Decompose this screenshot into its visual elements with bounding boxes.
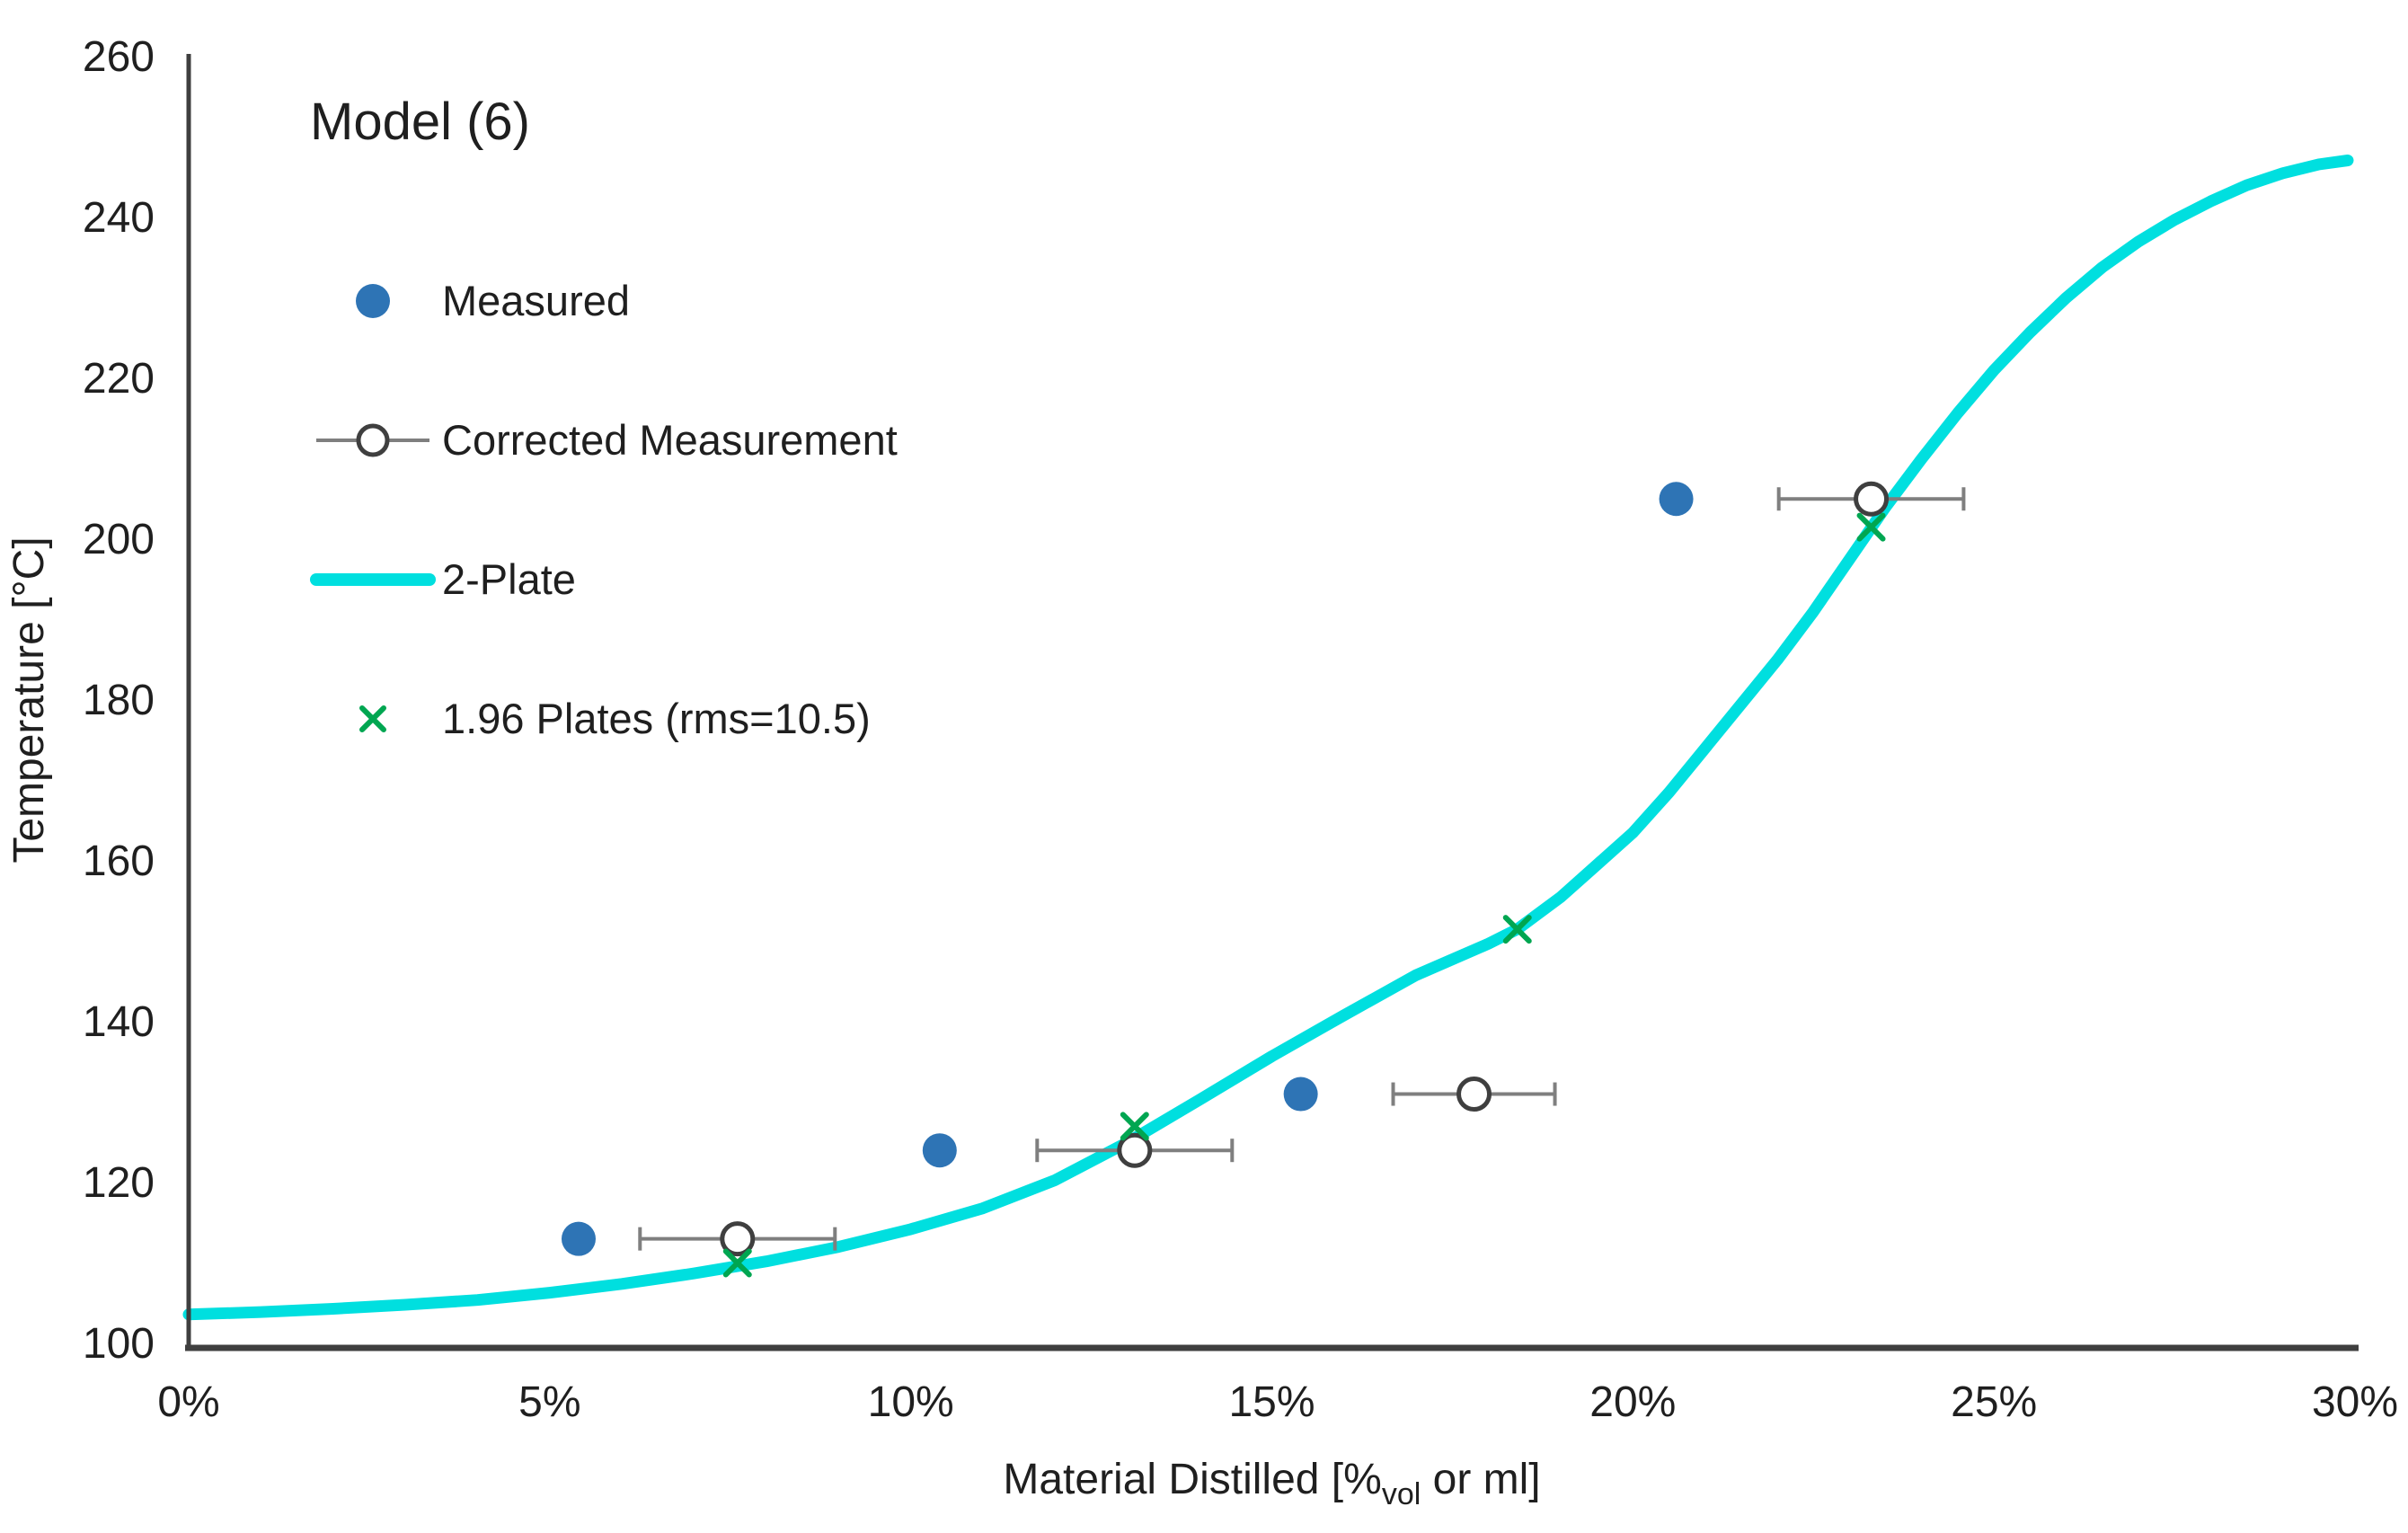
measured-point [1283,1077,1318,1112]
legend-item-4: 1.96 Plates (rms=10.5) [359,695,871,742]
corrected-point [1117,1132,1153,1168]
corrected-point [720,1221,756,1257]
y-tick-label-140: 140 [83,998,155,1046]
y-tick-label-260: 260 [83,33,155,81]
measured-point [561,1221,596,1256]
plates-x-point [1502,915,1532,944]
y-tick-label-160: 160 [83,837,155,885]
legend-item-2: Corrected Measurement [316,416,898,464]
y-axis-title: Temperature [°C] [5,536,53,863]
x-tick-label-0: 0% [157,1378,219,1426]
measured-point [1659,482,1694,517]
plates-x-point [722,1248,752,1278]
legend-measured-marker-icon [356,284,390,318]
x-axis-title-part: vol [1382,1477,1421,1511]
y-tick-label-200: 200 [83,516,155,563]
y-tick-label-100: 100 [83,1320,155,1368]
x-axis-title-part: or ml] [1421,1456,1540,1503]
y-tick-label-240: 240 [83,194,155,242]
y-tick-label-180: 180 [83,677,155,724]
plates-x-point [1856,512,1886,542]
x-axis-title-part: Material Distilled [% [1003,1456,1381,1503]
y-tick-label-120: 120 [83,1159,155,1207]
measured-point [922,1133,957,1168]
chart-title: Model (6) [310,93,530,151]
legend-item-3: 2-Plate [310,555,576,603]
legend-item-1: Measured [356,277,630,324]
y-tick-label-220: 220 [83,355,155,403]
legend-label: Corrected Measurement [442,416,898,464]
x-tick-label-20: 20% [1589,1378,1676,1426]
x-tick-label-10: 10% [868,1378,954,1426]
legend-x-marker-icon [359,705,386,732]
legend-open-circle-icon [356,423,390,457]
series-2-plate-curve [182,155,2354,1321]
x-axis-title: Material Distilled [%vol or ml] [1003,1456,1540,1511]
corrected-point [1854,481,1890,517]
x-tick-label-15: 15% [1228,1378,1315,1426]
plates-x-point [1120,1112,1149,1141]
legend-label: 1.96 Plates (rms=10.5) [442,695,871,742]
legend-label: 2-Plate [442,555,576,603]
x-tick-label-25: 25% [1951,1378,2037,1426]
legend-label: Measured [442,277,630,324]
x-tick-label-30: 30% [2312,1378,2398,1426]
corrected-point [1456,1077,1492,1112]
x-tick-label-5: 5% [518,1378,580,1426]
